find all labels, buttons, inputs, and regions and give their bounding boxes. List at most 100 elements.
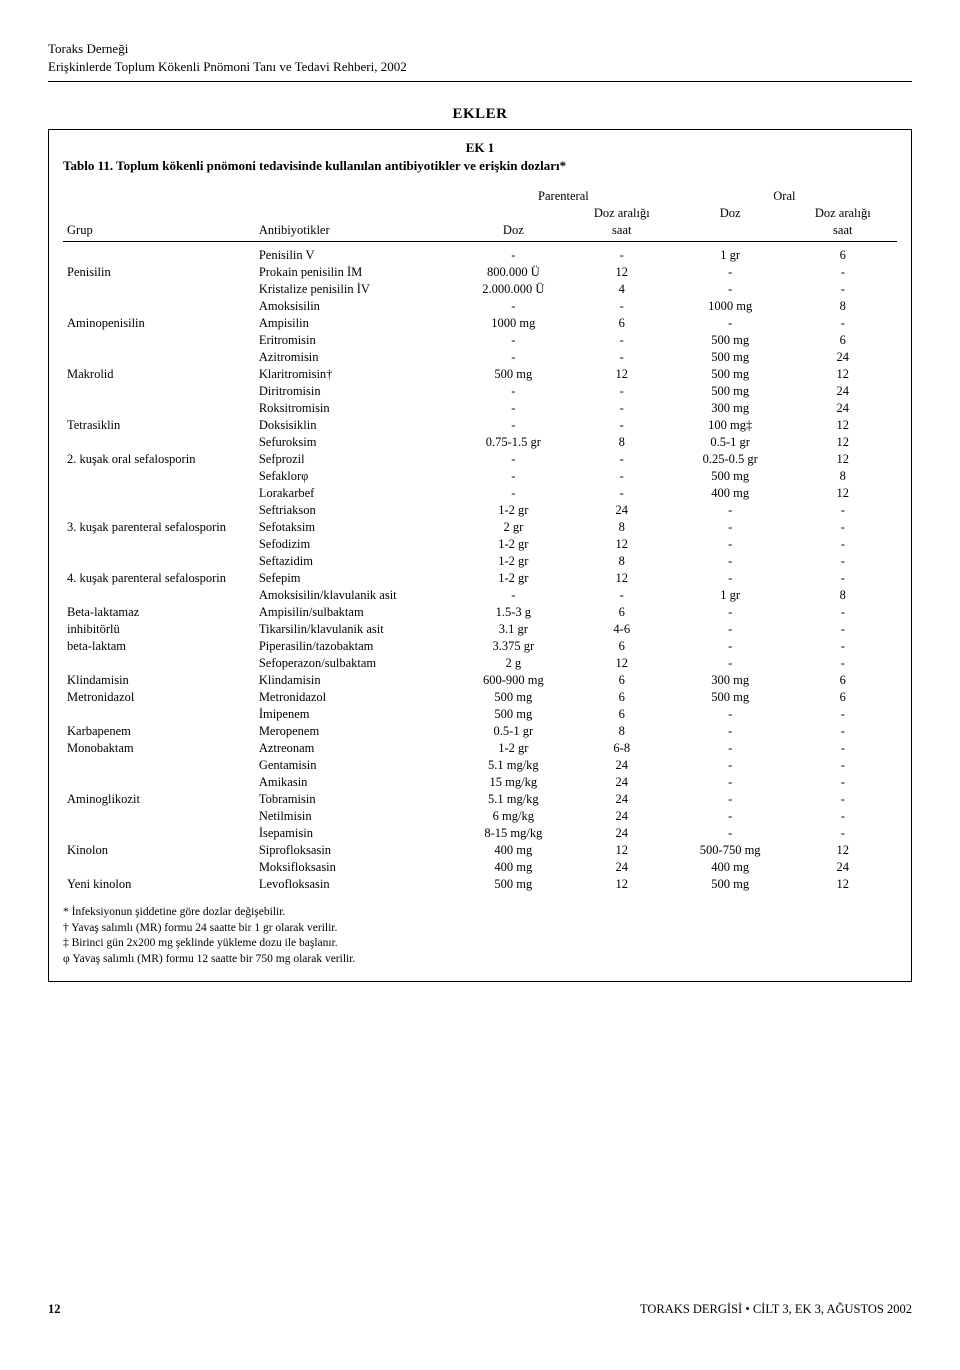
table-row: İsepamisin8-15 mg/kg24-- [63, 825, 897, 842]
cell-od: 400 mg [672, 859, 789, 876]
cell-od: 300 mg [672, 400, 789, 417]
cell-ab: Sefaklorφ [255, 468, 455, 485]
table-row: PenisilinProkain penisilin İM800.000 Ü12… [63, 264, 897, 281]
th-doz-araligi-1: Doz aralığı [572, 205, 672, 222]
cell-od: - [672, 604, 789, 621]
cell-od: - [672, 264, 789, 281]
cell-oa: 24 [789, 349, 897, 366]
cell-ab: Klindamisin [255, 672, 455, 689]
cell-grup [63, 536, 255, 553]
cell-od: - [672, 757, 789, 774]
cell-grup [63, 757, 255, 774]
cell-od: - [672, 621, 789, 638]
cell-od: - [672, 740, 789, 757]
cell-oa: - [789, 536, 897, 553]
cell-grup: Karbapenem [63, 723, 255, 740]
cell-pd: 1000 mg [455, 315, 572, 332]
cell-pa: 24 [572, 757, 672, 774]
cell-od: 100 mg‡ [672, 417, 789, 434]
cell-ab: Gentamisin [255, 757, 455, 774]
cell-grup [63, 502, 255, 519]
cell-pa: 12 [572, 264, 672, 281]
cell-pa: 6 [572, 604, 672, 621]
cell-ab: Ampisilin/sulbaktam [255, 604, 455, 621]
cell-pa: 6-8 [572, 740, 672, 757]
cell-pa: - [572, 332, 672, 349]
cell-pd: 400 mg [455, 842, 572, 859]
cell-oa: - [789, 757, 897, 774]
table-row: Beta-laktamazAmpisilin/sulbaktam1.5-3 g6… [63, 604, 897, 621]
table-row: AminoglikozitTobramisin5.1 mg/kg24-- [63, 791, 897, 808]
cell-oa: 12 [789, 842, 897, 859]
cell-ab: Sefoperazon/sulbaktam [255, 655, 455, 672]
cell-ab: Amikasin [255, 774, 455, 791]
table-box: EK 1 Tablo 11. Toplum kökenli pnömoni te… [48, 129, 912, 982]
cell-ab: Sefepim [255, 570, 455, 587]
cell-od: 500-750 mg [672, 842, 789, 859]
cell-ab: Seftazidim [255, 553, 455, 570]
cell-od: - [672, 536, 789, 553]
cell-oa: 8 [789, 468, 897, 485]
th-saat-2: saat [789, 222, 897, 242]
cell-ab: Sefprozil [255, 451, 455, 468]
cell-grup [63, 434, 255, 451]
cell-pd: 5.1 mg/kg [455, 791, 572, 808]
cell-od: 1 gr [672, 242, 789, 265]
footnote-a: * İnfeksiyonun şiddetine göre dozlar değ… [63, 905, 897, 921]
cell-pa: 24 [572, 825, 672, 842]
cell-grup [63, 332, 255, 349]
cell-oa: - [789, 570, 897, 587]
header-org: Toraks Derneği [48, 40, 912, 58]
cell-pd: 400 mg [455, 859, 572, 876]
footnote-b: † Yavaş salımlı (MR) formu 24 saatte bir… [63, 921, 897, 937]
cell-oa: 8 [789, 298, 897, 315]
table-row: inhibitörlüTikarsilin/klavulanik asit3.1… [63, 621, 897, 638]
page-number: 12 [48, 1302, 61, 1317]
table-row: Sefoperazon/sulbaktam2 g12-- [63, 655, 897, 672]
cell-grup: Beta-laktamaz [63, 604, 255, 621]
cell-ab: Azitromisin [255, 349, 455, 366]
cell-grup [63, 468, 255, 485]
cell-pa: 24 [572, 502, 672, 519]
table-row: Amikasin15 mg/kg24-- [63, 774, 897, 791]
cell-ab: Sefuroksim [255, 434, 455, 451]
cell-pd: 5.1 mg/kg [455, 757, 572, 774]
cell-pa: 12 [572, 842, 672, 859]
table-row: Amoksisilin--1000 mg8 [63, 298, 897, 315]
cell-oa: - [789, 502, 897, 519]
cell-od: 500 mg [672, 689, 789, 706]
th-doz-araligi-2: Doz aralığı [789, 205, 897, 222]
cell-ab: Netilmisin [255, 808, 455, 825]
cell-pa: - [572, 242, 672, 265]
cell-oa: - [789, 553, 897, 570]
cell-pd: - [455, 242, 572, 265]
cell-oa: 8 [789, 587, 897, 604]
cell-grup: Metronidazol [63, 689, 255, 706]
cell-pd: - [455, 383, 572, 400]
table-row: 3. kuşak parenteral sefalosporinSefotaks… [63, 519, 897, 536]
cell-pa: 12 [572, 536, 672, 553]
cell-pa: 8 [572, 723, 672, 740]
cell-grup: Penisilin [63, 264, 255, 281]
cell-ab: Amoksisilin [255, 298, 455, 315]
table-row: Amoksisilin/klavulanik asit--1 gr8 [63, 587, 897, 604]
cell-pa: - [572, 417, 672, 434]
cell-ab: Seftriakson [255, 502, 455, 519]
cell-ab: Metronidazol [255, 689, 455, 706]
cell-pd: 1-2 gr [455, 536, 572, 553]
cell-grup: inhibitörlü [63, 621, 255, 638]
cell-oa: 12 [789, 876, 897, 893]
cell-pa: 4 [572, 281, 672, 298]
table-row: Sefaklorφ--500 mg8 [63, 468, 897, 485]
cell-ab: Doksisiklin [255, 417, 455, 434]
table-row: Seftriakson1-2 gr24-- [63, 502, 897, 519]
cell-grup: Monobaktam [63, 740, 255, 757]
cell-grup [63, 553, 255, 570]
cell-grup [63, 383, 255, 400]
cell-oa: - [789, 264, 897, 281]
table-row: İmipenem500 mg6-- [63, 706, 897, 723]
cell-od: - [672, 553, 789, 570]
header-title: Erişkinlerde Toplum Kökenli Pnömoni Tanı… [48, 58, 912, 76]
cell-oa: - [789, 825, 897, 842]
cell-pd: - [455, 400, 572, 417]
